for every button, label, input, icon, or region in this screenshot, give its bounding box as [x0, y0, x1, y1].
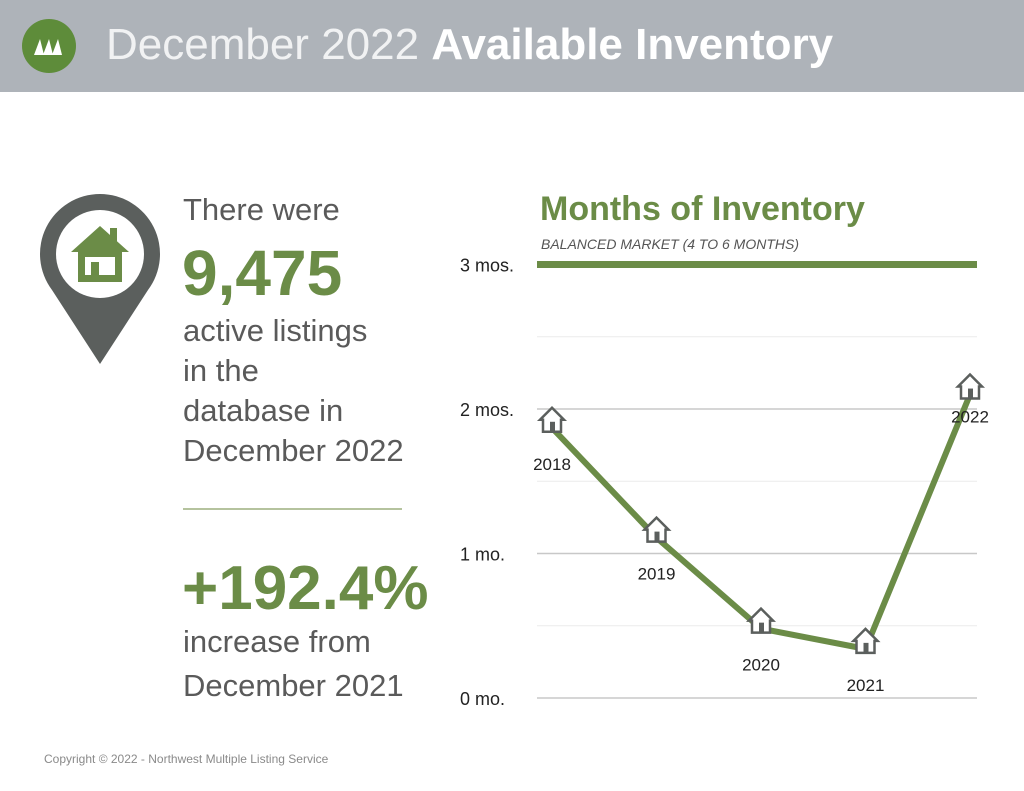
page-title: December 2022 Available Inventory: [106, 20, 834, 69]
y-tick-label: 1 mo.: [460, 545, 505, 565]
data-point-house-icon: [536, 406, 568, 434]
x-category-label: 2022: [951, 408, 989, 427]
change-line: increase from: [183, 624, 371, 659]
desc-line: in the: [183, 353, 259, 388]
desc-line: December 2022: [183, 433, 404, 468]
desc-line: database in: [183, 393, 344, 428]
divider: [183, 508, 402, 510]
change-percent: +192.4%: [182, 554, 429, 623]
y-tick-label: 3 mos.: [460, 256, 514, 276]
data-point-house-icon: [850, 627, 881, 655]
nwmls-logo: [22, 19, 76, 73]
change-line: December 2021: [183, 668, 404, 703]
map-pin-house-icon: [38, 192, 162, 372]
data-point-house-icon: [954, 372, 986, 400]
chart-subtitle: BALANCED MARKET (4 TO 6 MONTHS): [541, 236, 800, 252]
listings-description: active listings in the database in Decem…: [183, 311, 404, 471]
x-category-label: 2018: [533, 455, 571, 474]
header: December 2022 Available Inventory: [0, 0, 1024, 92]
y-tick-label: 0 mo.: [460, 689, 505, 709]
x-category-label: 2019: [638, 565, 676, 584]
data-point-house-icon: [745, 606, 777, 634]
chart-title: Months of Inventory: [540, 190, 865, 228]
change-description: increase from December 2021: [183, 620, 404, 708]
data-point-house-icon: [641, 515, 672, 543]
desc-line: active listings: [183, 313, 368, 348]
x-category-label: 2020: [742, 656, 780, 675]
copyright: Copyright © 2022 - Northwest Multiple Li…: [44, 752, 329, 766]
y-tick-label: 2 mos.: [460, 400, 514, 420]
x-category-label: 2021: [847, 676, 885, 695]
listings-count: 9,475: [182, 237, 343, 309]
intro-text: There were: [183, 192, 340, 227]
